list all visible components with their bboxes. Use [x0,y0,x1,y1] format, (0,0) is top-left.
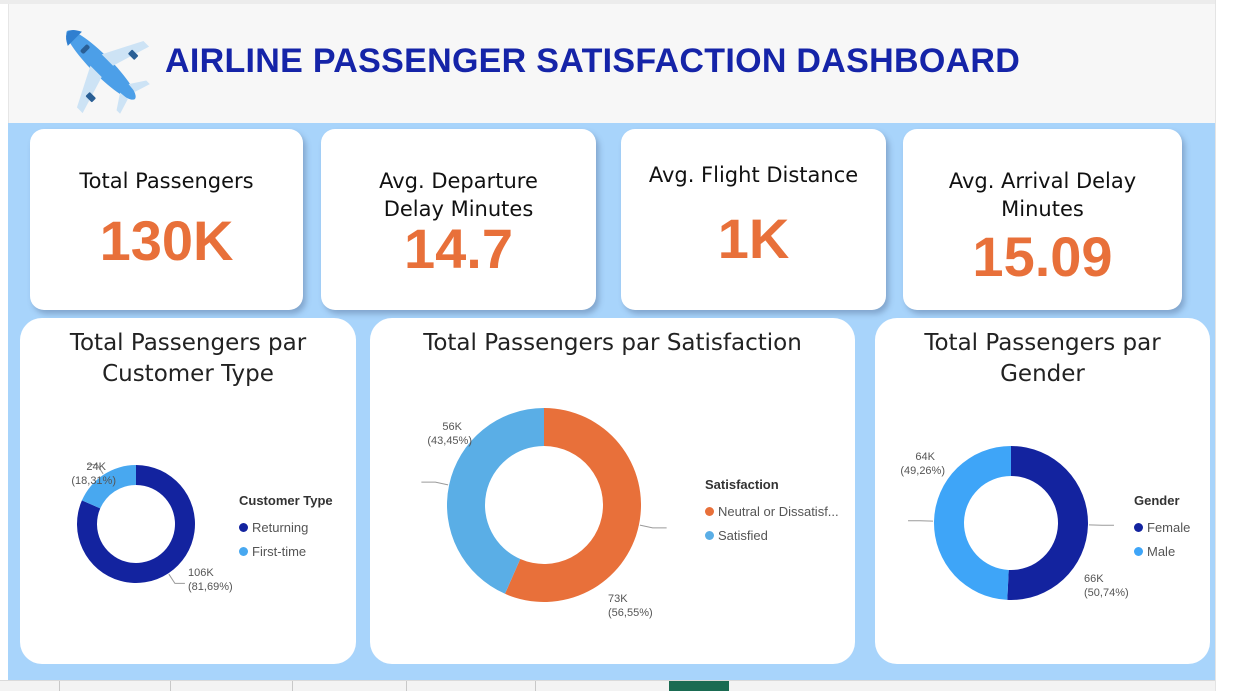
data-label-percent: (81,69%) [188,581,233,593]
data-label-leader-line [421,481,449,486]
legend-swatch [1134,522,1143,532]
kpi-label: Avg. Arrival Delay Minutes [948,169,1137,221]
donut-slice-female[interactable] [1007,446,1088,600]
legend-swatch [705,506,714,516]
legend-item-returning[interactable]: Returning [239,515,333,539]
data-label-value: 66K [1084,573,1104,585]
tab-separator [406,681,407,691]
data-label-percent: (18,31%) [71,475,116,487]
sheet-tab-bar [0,680,1215,691]
legend-swatch [239,546,248,556]
kpi-label: Avg. Departure Delay Minutes [379,169,538,221]
airplane-icon [65,29,150,114]
donut-slice-returning[interactable] [77,465,195,583]
window-top-border [0,0,1236,4]
kpi-card-total-passengers[interactable]: Total Passengers 130K [30,129,303,310]
legend-label: Female [1147,519,1191,535]
chart-legend: Satisfaction Neutral or Dissatisf... Sat… [705,477,839,547]
data-label-percent: (43,45%) [427,435,472,447]
donut-chart-customer-type: 106K (81,69%) 24K (18,31%) [71,461,233,593]
data-label-value: 106K [188,567,214,579]
chart-title: Total Passengers par Satisfaction [423,330,802,356]
legend-label: Male [1147,543,1176,559]
donut-slice-male[interactable] [933,446,1011,600]
data-label-leader-line [168,573,185,584]
legend-label: Neutral or Dissatisf... [718,503,839,519]
legend-swatch [1134,546,1143,556]
chart-card-customer-type[interactable]: Total Passengers par Customer Type 106K (… [20,318,356,664]
legend-title: Satisfaction [705,477,779,492]
data-label-percent: (50,74%) [1084,587,1129,599]
data-label-value: 64K [915,451,935,463]
right-gutter [1215,0,1236,691]
data-label-percent: (56,55%) [608,607,653,619]
kpi-value: 130K [99,209,234,272]
kpi-card-avg-flight-distance[interactable]: Avg. Flight Distance 1K [621,129,886,310]
legend-title: Gender [1134,493,1180,508]
chart-card-satisfaction[interactable]: Total Passengers par Satisfaction 73K (56… [370,318,855,664]
data-label-value: 24K [86,461,106,473]
tab-separator [292,681,293,691]
chart-title: Total Passengers par Customer Type [69,330,307,387]
tab-separator [59,681,60,691]
data-label-leader-line [87,464,104,475]
donut-slice-first-time[interactable] [81,465,136,509]
dashboard-title: AIRLINE PASSENGER SATISFACTION DASHBOARD [165,42,1021,80]
chart-card-gender[interactable]: Total Passengers par Gender 66K (50,74%) 6… [875,318,1210,664]
data-label-leader-line [639,524,667,529]
kpi-card-avg-arrival-delay[interactable]: Avg. Arrival Delay Minutes 15.09 [903,129,1182,310]
legend-label: Satisfied [718,527,768,543]
donut-slice-neutral-or-dissatisf[interactable] [504,408,641,602]
kpi-card-avg-departure-delay[interactable]: Avg. Departure Delay Minutes 14.7 [321,129,596,310]
data-label-value: 73K [608,593,628,605]
legend-item-male[interactable]: Male [1134,539,1190,563]
tab-separator [535,681,536,691]
chart-legend: Customer Type Returning First-time [239,493,333,563]
legend-item-neutral-or-dissatisfied[interactable]: Neutral or Dissatisf... [705,499,839,523]
legend-label: First-time [252,543,307,559]
kpi-value: 15.09 [972,225,1113,288]
chart-title: Total Passengers par Gender [924,330,1161,387]
legend-label: Returning [252,519,309,535]
legend-swatch [705,530,714,540]
active-sheet-tab[interactable] [669,681,729,691]
tab-separator [170,681,171,691]
kpi-label: Total Passengers [79,169,254,193]
legend-item-female[interactable]: Female [1134,515,1190,539]
chart-legend: Gender Female Male [1134,493,1190,563]
legend-title: Customer Type [239,493,333,508]
donut-slice-satisfied[interactable] [447,408,544,594]
dashboard-header [8,4,1215,123]
donut-chart-gender: 66K (50,74%) 64K (49,26%) [900,446,1129,600]
legend-item-satisfied[interactable]: Satisfied [705,523,839,547]
data-label-value: 56K [442,421,462,433]
kpi-value: 1K [717,207,790,270]
legend-item-first-time[interactable]: First-time [239,539,333,563]
kpi-value: 14.7 [404,217,513,280]
data-label-percent: (49,26%) [900,465,945,477]
kpi-label: Avg. Flight Distance [648,163,859,187]
legend-swatch [239,522,248,532]
donut-chart-satisfaction: 73K (56,55%) 56K (43,45%) [421,408,667,619]
